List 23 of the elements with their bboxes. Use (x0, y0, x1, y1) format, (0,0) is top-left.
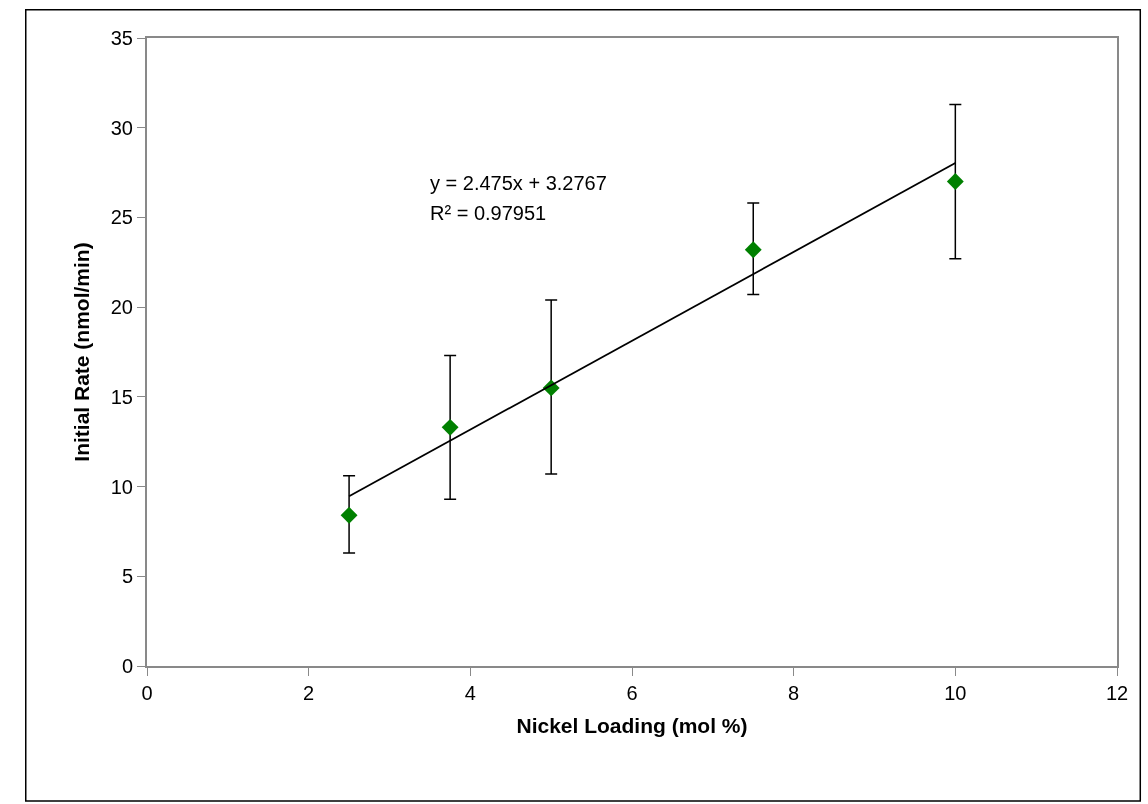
y-tick-label: 25 (110, 206, 133, 229)
y-tick-label: 15 (110, 385, 133, 408)
x-tick-label: 10 (944, 682, 967, 704)
annotation: R² = 0.97951 (430, 202, 547, 224)
x-tick-label: 4 (464, 682, 476, 704)
y-tick-label: 20 (110, 296, 133, 319)
point (340, 506, 358, 524)
point (441, 418, 459, 436)
y-tick-label: 30 (110, 116, 133, 139)
y-tick-label: 0 (121, 655, 133, 677)
y-tick-label: 10 (110, 475, 133, 498)
y-tick-label: 5 (121, 565, 133, 588)
point (744, 241, 762, 259)
x-tick-label: 0 (141, 682, 153, 704)
annotation: y = 2.475x + 3.2767 (430, 172, 607, 194)
x-tick-label: 6 (626, 682, 638, 704)
y-tick-label: 35 (110, 27, 133, 49)
x-tick-label: 12 (1105, 682, 1129, 704)
point (946, 173, 964, 190)
x-axis-title: Nickel Loading (mol %) (516, 713, 748, 737)
y-axis-title: Initial Rate (nmol/min) (70, 242, 94, 462)
x-tick-label: 8 (788, 682, 800, 704)
x-tick-label: 2 (303, 682, 315, 704)
